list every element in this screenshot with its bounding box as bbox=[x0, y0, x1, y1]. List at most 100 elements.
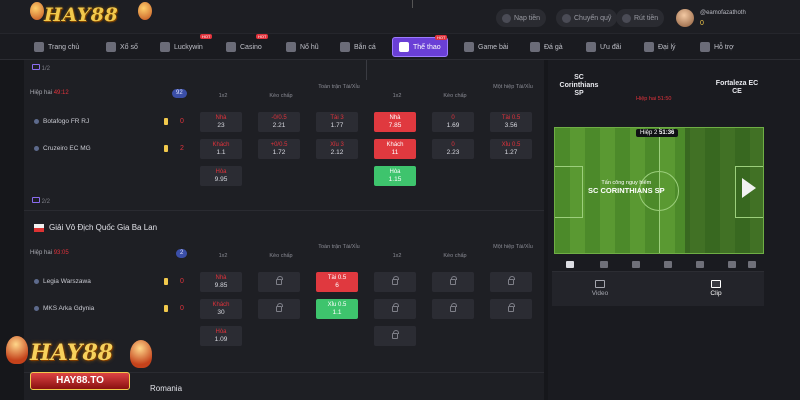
pager-text: 1/2 bbox=[41, 66, 51, 72]
pitch-tab-icon[interactable] bbox=[566, 261, 574, 268]
score-home: 0 bbox=[180, 278, 184, 285]
odds-cell[interactable]: 0 1.69 bbox=[432, 112, 474, 132]
nav-cockfight[interactable]: Đá gà bbox=[530, 37, 563, 57]
odds-label: Nhà bbox=[389, 115, 401, 121]
yellow-card-icon bbox=[164, 305, 168, 312]
col-header-1x2: 1x2 bbox=[218, 253, 228, 259]
nav-label: Hỗ trợ bbox=[714, 43, 734, 51]
hot-badge: HOT bbox=[435, 35, 448, 40]
clip-button[interactable]: Clip bbox=[696, 280, 736, 297]
odds-cell[interactable]: 0 2.23 bbox=[432, 139, 474, 159]
odds-cell-locked bbox=[374, 326, 416, 346]
nav-sports[interactable]: Thể thao HOT bbox=[392, 35, 448, 57]
odds-value: 1.09 bbox=[214, 336, 228, 343]
nav-label: Game bài bbox=[478, 43, 509, 51]
nav-support[interactable]: Hỗ trợ bbox=[700, 37, 734, 57]
odds-cell[interactable]: Khách 30 bbox=[200, 299, 242, 319]
more-markets-badge[interactable]: 2 bbox=[176, 249, 188, 258]
transfer-icon bbox=[562, 13, 571, 23]
yellow-card-icon bbox=[164, 278, 168, 285]
odds-cell[interactable]: Nhà 9.85 bbox=[200, 272, 242, 292]
period-label: Hiệp hai bbox=[30, 90, 53, 96]
odds-cell[interactable]: Tài 3 1.77 bbox=[316, 112, 358, 132]
transfer-button[interactable]: Chuyển quỹ bbox=[556, 9, 618, 27]
nav-label: Bắn cá bbox=[354, 43, 376, 51]
watermark-url: HAY88.TO bbox=[30, 372, 130, 390]
tracker-time: 51:36 bbox=[659, 130, 675, 136]
stats-tab-icon[interactable] bbox=[600, 261, 608, 268]
odds-value: 11 bbox=[391, 149, 399, 156]
brand-logo[interactable]: HAY88 bbox=[44, 4, 119, 26]
nav-casino[interactable]: Casino HOT bbox=[226, 34, 269, 57]
league-header-partial[interactable]: Romania bbox=[150, 384, 183, 393]
odds-cell[interactable]: Tài 0.5 3.56 bbox=[490, 112, 532, 132]
odds-cell-locked bbox=[432, 299, 474, 319]
odds-cell-selected[interactable]: Khách 11 bbox=[374, 139, 416, 159]
table-tab-icon[interactable] bbox=[696, 261, 704, 268]
kit-tab-icon[interactable] bbox=[748, 261, 756, 268]
video-button[interactable]: Video bbox=[580, 280, 620, 297]
col-header-ht-handicap: Kèo chấp bbox=[443, 93, 467, 99]
promo-icon bbox=[586, 42, 596, 52]
avatar[interactable] bbox=[676, 9, 694, 27]
odds-cell[interactable]: Xỉu 0.5 1.27 bbox=[490, 139, 532, 159]
odds-value: 1.27 bbox=[504, 149, 518, 156]
odds-cell[interactable]: Hòa 1.09 bbox=[200, 326, 242, 346]
nav-home[interactable]: Trang chủ bbox=[34, 37, 79, 57]
odds-cell[interactable]: +0/0.5 1.72 bbox=[258, 139, 300, 159]
team-away: MKS Arka Gdynia bbox=[34, 305, 94, 312]
lottery-icon bbox=[106, 42, 116, 52]
sports-icon bbox=[399, 42, 409, 52]
penalty-box-left bbox=[555, 166, 583, 218]
nav-promo[interactable]: Ưu đãi bbox=[586, 37, 621, 57]
col-header-ht-total: Một hiệp Tài/Xỉu bbox=[493, 84, 533, 90]
lineup-tab-icon[interactable] bbox=[632, 261, 640, 268]
odds-value: 2.21 bbox=[272, 122, 286, 129]
live-home-team: SC Corinthians SP bbox=[559, 74, 599, 97]
video-label: Video bbox=[591, 290, 609, 297]
period-label: Hiệp hai bbox=[30, 250, 53, 256]
nav-label: Đại lý bbox=[658, 43, 676, 51]
hot-badge: HOT bbox=[256, 34, 269, 39]
casino-icon bbox=[226, 42, 236, 52]
team-name: Cruzeiro EC MG bbox=[43, 145, 91, 152]
odds-label: Xỉu 0.5 bbox=[501, 142, 521, 148]
odds-cell[interactable]: Xỉu 3 2.12 bbox=[316, 139, 358, 159]
match1-pager-top[interactable]: 1/2 bbox=[32, 64, 50, 72]
fish-icon bbox=[340, 42, 350, 52]
nav-slot[interactable]: Nổ hũ bbox=[286, 37, 319, 57]
odds-cell-selected[interactable]: Nhà 7.85 bbox=[374, 112, 416, 132]
nav-label: Ưu đãi bbox=[600, 43, 622, 51]
more-markets-badge[interactable]: 92 bbox=[172, 89, 187, 98]
nav-luckywin[interactable]: Luckywin HOT bbox=[160, 34, 213, 57]
withdraw-button[interactable]: Rút tiền bbox=[616, 9, 665, 27]
nav-agent[interactable]: Đại lý bbox=[644, 37, 676, 57]
col-header-handicap: Kèo chấp bbox=[269, 253, 293, 259]
odds-value: 9.95 bbox=[214, 176, 228, 183]
commentary-tab-icon[interactable] bbox=[728, 261, 736, 268]
odds-cell[interactable]: -0/0.5 2.21 bbox=[258, 112, 300, 132]
odds-cell-locked bbox=[490, 299, 532, 319]
odds-cell[interactable]: Khách 1.1 bbox=[200, 139, 242, 159]
odds-label: 0 bbox=[451, 142, 455, 148]
h2h-tab-icon[interactable] bbox=[664, 261, 672, 268]
nav-lottery[interactable]: Xổ số bbox=[106, 37, 138, 57]
video-icon bbox=[32, 64, 40, 70]
league-header[interactable]: Giải Vô Địch Quốc Gia Ba Lan bbox=[34, 223, 157, 232]
transfer-label: Chuyển quỹ bbox=[574, 14, 612, 22]
tracker-tabs bbox=[552, 258, 764, 272]
nav-fish[interactable]: Bắn cá bbox=[340, 37, 376, 57]
odds-cell[interactable]: Hòa 9.95 bbox=[200, 166, 242, 186]
luckywin-icon bbox=[160, 42, 170, 52]
odds-value: 30 bbox=[217, 309, 225, 316]
deposit-label: Nạp tiền bbox=[514, 14, 541, 22]
deposit-button[interactable]: Nạp tiền bbox=[496, 9, 547, 27]
odds-cell-up[interactable]: Hòa 1.15 bbox=[374, 166, 416, 186]
odds-label: Nhà bbox=[215, 275, 227, 281]
odds-cell-up[interactable]: Xỉu 0.5 1.1 bbox=[316, 299, 358, 319]
odds-cell-down[interactable]: Tài 0.5 6 bbox=[316, 272, 358, 292]
nav-cards[interactable]: Game bài bbox=[464, 37, 508, 57]
odds-value: 1.1 bbox=[216, 149, 226, 156]
match1-pager-bottom[interactable]: 2/2 bbox=[32, 197, 50, 205]
odds-cell[interactable]: Nhà 23 bbox=[200, 112, 242, 132]
